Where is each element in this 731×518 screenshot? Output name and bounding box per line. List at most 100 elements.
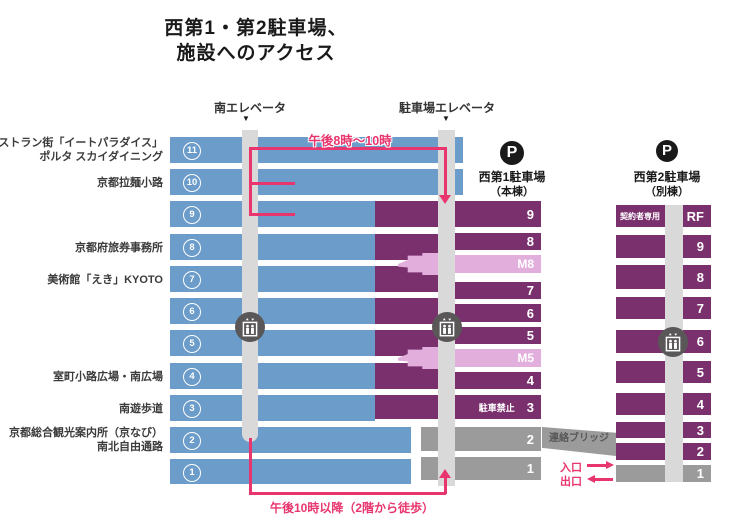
arrow-right-icon [606,460,614,469]
building-floor-bar-10 [170,169,463,195]
p2-level-label: 6 [696,334,704,349]
evening-route-line [249,147,252,215]
no-parking-label: 駐車禁止 [478,402,515,413]
building-floor-bar-11 [170,137,463,163]
p1-level-bar-8: 8 [452,233,541,250]
bridge-label: 連絡ブリッジ [549,433,609,444]
facility-label-7f: 美術館「えき」KYOTO [47,274,163,286]
evening-route-line [249,213,295,216]
p1-level-bar-4: 4 [452,372,541,389]
p2-level-bar-2: 2 [616,443,711,460]
building-floor-bar-2 [170,427,411,453]
building-floor-bar-6 [170,298,375,324]
floor-number-badge: 4 [183,368,201,386]
building-floor-bar-5 [170,330,375,356]
south-elevator-shaft [242,130,258,442]
floor-number-badge: 8 [183,239,201,257]
south-elevator-label: 南エレベータ [213,101,286,115]
down-triangle-icon: ▼ [242,114,250,123]
p2-level-label: 9 [696,239,704,254]
floor-number-badge: 7 [183,271,201,289]
p1-level-bar-6: 6 [452,304,541,322]
facility-label-4f: 室町小路広場・南広場 [53,371,163,383]
p1-level-label: 8 [526,234,534,249]
p2-level-bar-1: 1 [616,465,711,482]
exit-arrow-line [593,478,613,481]
building-floor-bar-4 [170,363,375,389]
p1-subname: （本棟） [490,186,534,198]
p1-level-label: 1 [526,461,534,476]
elevator-icon [235,312,265,342]
floor-number-badge: 1 [183,464,201,482]
facility-label-10f: 京都拉麺小路 [97,177,163,189]
building-floor-bar-7 [170,266,375,292]
parking-elevator-shaft [438,130,455,486]
arrow-left-icon [587,474,595,483]
building-floor-bar-1 [170,459,411,484]
p2-level-label: 7 [696,300,704,316]
p2-level-bar-3: 3 [616,422,711,438]
elevator-icon [658,327,688,357]
page-title-line1: 西第1・第2駐車場、 [164,18,348,39]
exit-label: 出口 [560,476,582,488]
floor-number-badge: 9 [183,206,201,224]
p1-level-label: M8 [517,257,534,271]
p1-level-label: 5 [526,328,534,343]
p1-level-bar-9: 9 [375,201,541,227]
p2-level-label: RF [686,208,704,224]
entrance-arrow-line [587,464,608,467]
floor-number-badge: 3 [183,400,201,418]
p1-level-bar-m5: M5 [452,349,541,367]
floor-number-badge: 10 [183,174,201,192]
p1-level-bar-7: 7 [452,282,541,299]
late-route-line [249,492,446,495]
building-floor-bar-3 [170,395,375,421]
facility-label-11f: レストラン街「イートパラダイス」 ポルタ スカイダイニング [0,137,163,163]
p1-level-bar-5: 5 [452,327,541,344]
p1-level-label: 4 [526,373,534,388]
p2-level-bar-5: 5 [616,361,711,383]
floor-number-badge: 5 [183,335,201,353]
floor-number-badge: 11 [183,142,201,160]
p1-level-label: 6 [526,305,534,321]
building-floor-bar-8 [170,234,375,260]
p1-level-label: 2 [526,431,534,447]
p2-level-label: 3 [696,422,704,438]
p1-name: 西第1駐車場 [478,170,546,184]
floor-number-badge: 6 [183,303,201,321]
p2-level-label: 8 [696,269,704,285]
p2-level-label: 4 [696,396,704,412]
arrow-down-icon [439,195,451,204]
p2-level-label: 1 [696,466,704,481]
p1-level-label: 3 [526,399,534,415]
late-route-line [249,438,252,494]
p2-level-bar-9: 9 [616,235,711,258]
entrance-label: 入口 [560,462,582,474]
late-route-line [444,478,447,494]
arrow-up-icon [439,469,451,478]
evening-route-line [249,147,447,150]
contract-only-label: 契約者専用 [620,211,660,221]
parking-icon: P [656,140,678,162]
facility-label-8f: 京都府旅券事務所 [75,242,163,254]
evening-route-line [249,182,295,185]
evening-route-line [444,147,447,195]
p2-level-label: 5 [696,364,704,380]
p1-level-label: M5 [517,351,534,365]
p2-level-bar-rf: 契約者専用 RF [616,205,711,227]
parking-icon: P [500,141,524,165]
parking-elevator-label: 駐車場エレベータ [398,101,495,115]
p2-level-label: 2 [696,444,704,459]
floor-number-badge: 2 [183,432,201,450]
facility-label-3f: 南遊歩道 [119,403,163,415]
p1-level-label: 9 [526,206,534,222]
p1-left-segment [375,298,440,324]
p2-level-bar-4: 4 [616,393,711,415]
p2-subname: （別棟） [645,186,689,198]
page-title-line2: 施設へのアクセス [176,43,336,64]
p2-name: 西第2駐車場 [633,170,701,184]
facility-label-2f: 京都総合観光案内所（京なび） 南北自由通路 [9,427,163,453]
evening-route-label: 午後8時〜10時 [308,134,392,148]
down-triangle-icon: ▼ [442,114,450,123]
